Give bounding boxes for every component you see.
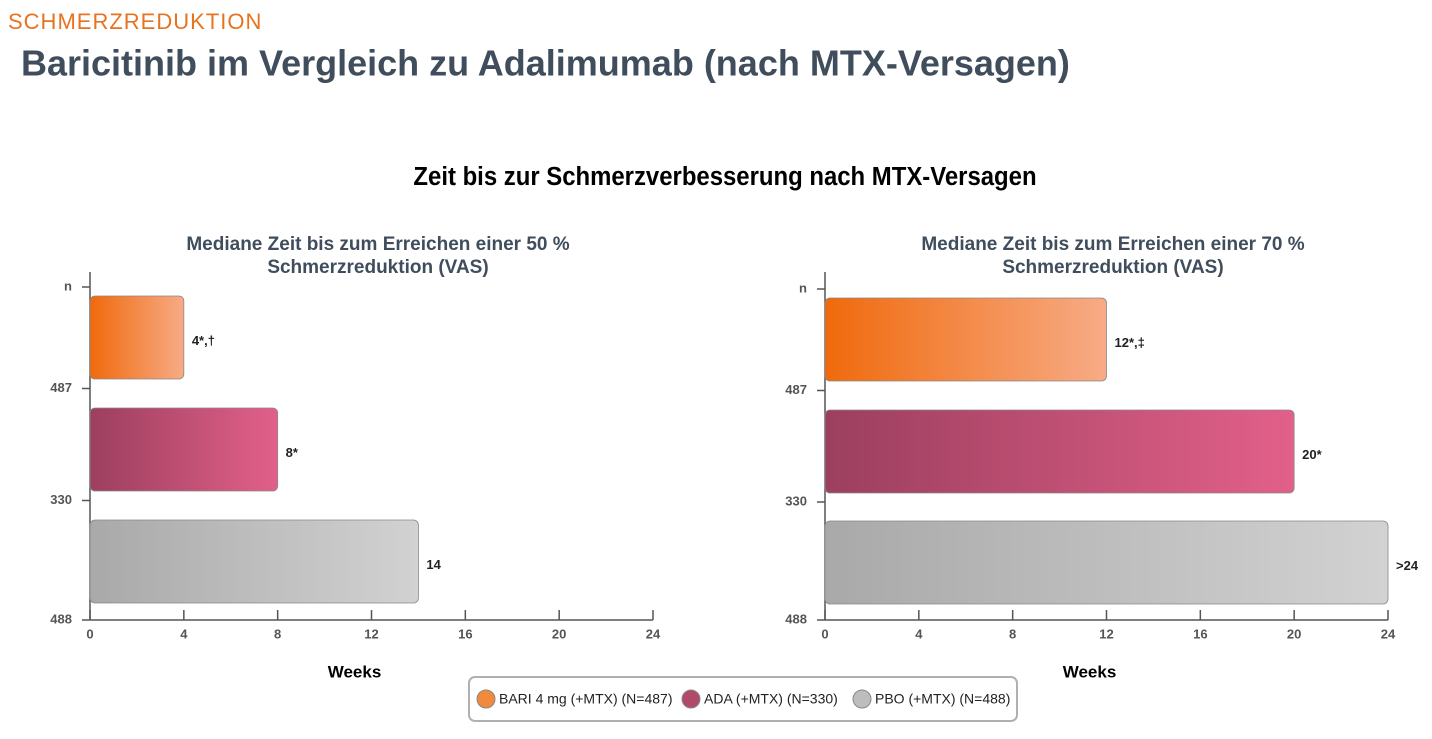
x-tick-label: 20	[552, 626, 566, 641]
legend-swatch	[681, 689, 701, 709]
x-tick-label: 4	[180, 626, 188, 641]
x-tick-label: 0	[86, 626, 93, 641]
legend-label: ADA (+MTX) (N=330)	[704, 691, 838, 707]
chart-title: Schmerzreduktion (VAS)	[1002, 257, 1223, 278]
legend-box	[468, 676, 1018, 722]
bar	[824, 297, 1107, 382]
x-axis-label: Weeks	[328, 662, 382, 681]
section-label: SCHMERZREDUKTION	[8, 9, 262, 34]
x-tick-label: 4	[915, 626, 923, 641]
value-label: 12*,‡	[1115, 335, 1145, 350]
x-tick-label: 20	[1287, 626, 1301, 641]
value-label: >24	[1396, 558, 1419, 573]
bar	[824, 409, 1295, 494]
x-tick-label: 16	[458, 626, 472, 641]
x-tick-label: 24	[1381, 626, 1396, 641]
value-label: 14	[426, 557, 441, 572]
y-tick-label: 488	[785, 611, 807, 626]
legend-swatch	[476, 689, 496, 709]
bar	[824, 520, 1389, 605]
y-axis-label: n	[64, 278, 72, 293]
x-tick-label: 0	[821, 626, 828, 641]
y-tick-label: 488	[50, 611, 72, 626]
legend-label: BARI 4 mg (+MTX) (N=487)	[499, 691, 673, 707]
slide-title: Baricitinib im Vergleich zu Adalimumab (…	[21, 43, 1070, 84]
bar	[89, 295, 185, 380]
x-tick-label: 16	[1193, 626, 1207, 641]
chart-title: Schmerzreduktion (VAS)	[267, 257, 488, 278]
chart-heading: Zeit bis zur Schmerzverbesserung nach MT…	[413, 162, 1036, 191]
value-label: 4*,†	[192, 333, 215, 348]
y-tick-label: 330	[50, 492, 72, 507]
bar	[89, 407, 279, 492]
x-tick-label: 8	[274, 626, 281, 641]
y-tick-label: 487	[50, 380, 72, 395]
x-tick-label: 12	[1099, 626, 1113, 641]
bar	[89, 519, 419, 604]
legend-label: PBO (+MTX) (N=488)	[875, 691, 1010, 707]
x-tick-label: 24	[646, 626, 661, 641]
x-tick-label: 12	[364, 626, 378, 641]
x-axis-label: Weeks	[1063, 662, 1117, 681]
y-axis-label: n	[799, 280, 807, 295]
chart-title: Mediane Zeit bis zum Erreichen einer 50 …	[186, 234, 569, 255]
y-tick-label: 330	[785, 493, 807, 508]
x-tick-label: 8	[1009, 626, 1016, 641]
y-tick-label: 487	[785, 382, 807, 397]
legend-swatch	[852, 689, 872, 709]
value-label: 20*	[1302, 447, 1322, 462]
chart-title: Mediane Zeit bis zum Erreichen einer 70 …	[921, 234, 1304, 255]
value-label: 8*	[286, 445, 299, 460]
